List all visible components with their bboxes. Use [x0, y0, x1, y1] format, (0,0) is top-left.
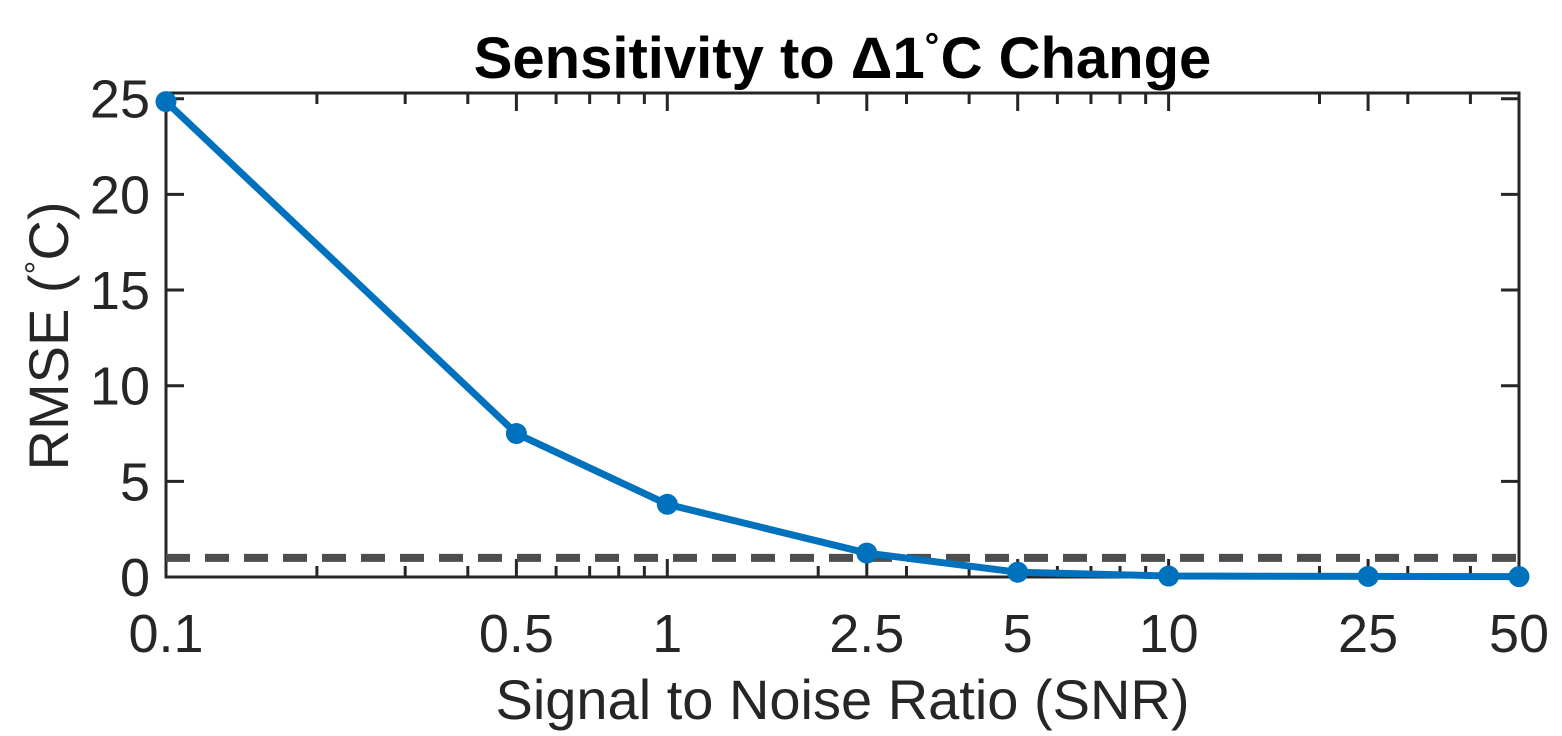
- y-tick-label: 5: [120, 452, 150, 512]
- y-tick-label: 0: [120, 548, 150, 608]
- data-point-marker: [1158, 565, 1180, 587]
- y-axis-label-text: RMSE (: [17, 274, 81, 471]
- plot-border: [164, 91, 1521, 579]
- y-tick-label: 15: [90, 261, 150, 321]
- y-tick-label: 20: [90, 165, 150, 225]
- rmse-markers: [155, 91, 1530, 588]
- x-tick-label: 0.1: [128, 604, 203, 664]
- y-tick-label: 25: [90, 70, 150, 130]
- x-tick-label: 25: [1338, 604, 1398, 664]
- data-point-marker: [1508, 566, 1530, 588]
- x-tick-label: 0.5: [479, 604, 554, 664]
- degree-symbol: °: [924, 25, 941, 66]
- chart-title-suffix: C Change: [940, 25, 1212, 91]
- x-tick-label: 2.5: [829, 604, 904, 664]
- x-tick-label: 10: [1139, 604, 1199, 664]
- y-axis-ticks: [166, 97, 1519, 579]
- y-axis-tick-labels: 0 5 10 15 20 25: [90, 70, 150, 608]
- y-axis-label: RMSE (°C): [7, 36, 80, 636]
- x-tick-label: 1: [652, 604, 682, 664]
- data-point-marker: [656, 493, 678, 515]
- rmse-line: [162, 98, 1523, 581]
- data-point-marker: [856, 542, 878, 564]
- data-point-marker: [1357, 565, 1379, 587]
- chart-title: Sensitivity to Δ1°C Change: [166, 14, 1519, 91]
- data-point-marker: [155, 91, 177, 113]
- y-tick-label: 10: [90, 357, 150, 417]
- degree-symbol: °: [19, 260, 57, 275]
- chart-title-text: Sensitivity to Δ1: [473, 25, 925, 91]
- x-tick-label: 5: [1003, 604, 1033, 664]
- x-axis-label: Signal to Noise Ratio (SNR): [495, 668, 1190, 731]
- y-axis-label-suffix: C): [17, 201, 81, 261]
- x-axis-tick-labels: 0.1 0.5 1 2.5 5 10 25 50: [128, 604, 1549, 664]
- x-axis-ticks: [164, 93, 1521, 577]
- data-point-marker: [505, 423, 527, 445]
- x-tick-label: 50: [1489, 604, 1549, 664]
- data-point-marker: [1007, 561, 1029, 583]
